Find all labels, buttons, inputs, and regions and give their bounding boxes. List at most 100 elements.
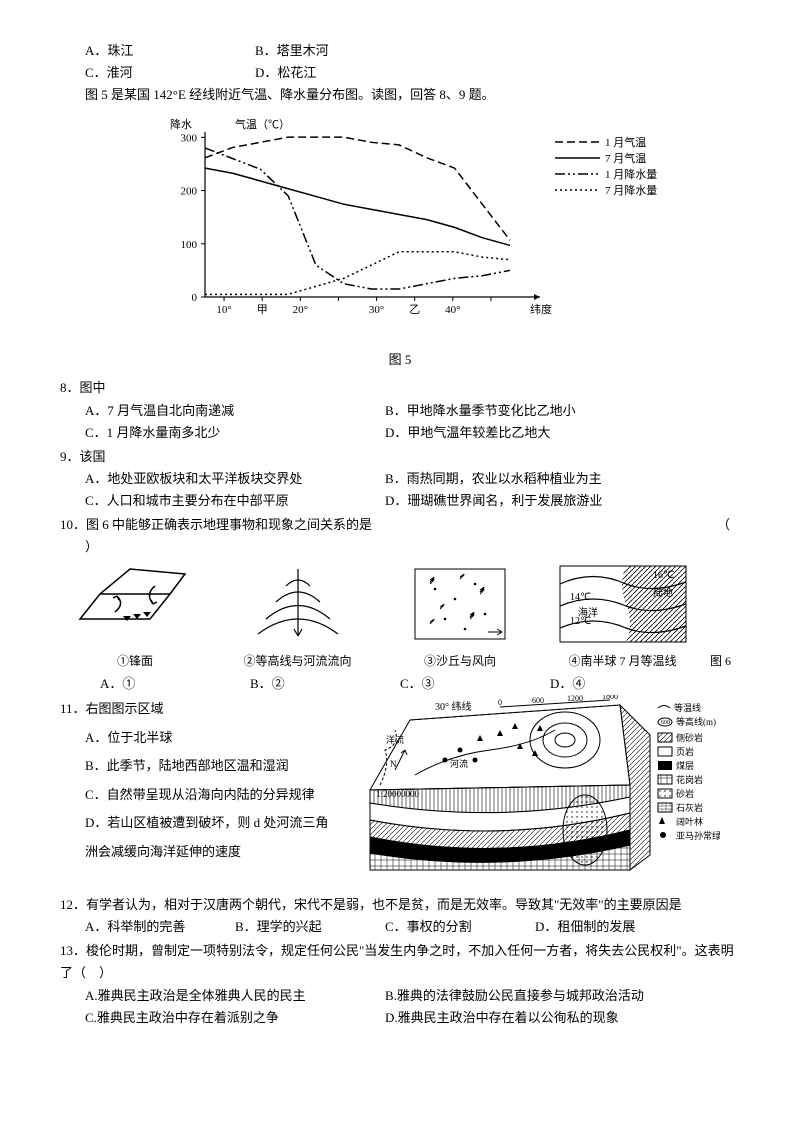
top-options-row-1: A．珠江 B．塔里木河	[85, 40, 740, 62]
chart5-caption: 图 5	[60, 349, 740, 371]
svg-text:30° 纬线: 30° 纬线	[435, 700, 472, 713]
q11-c: C．自然带呈现从沿海向内陆的分异规律	[85, 781, 360, 810]
q9-d: D．珊瑚礁世界闻名，利于发展旅游业	[385, 490, 665, 512]
svg-text:1800: 1800	[602, 695, 618, 701]
svg-text:降水: 降水	[170, 117, 192, 131]
svg-text:砂岩: 砂岩	[676, 788, 694, 799]
q10-a: A．①	[100, 673, 230, 695]
q11-b: B．此季节，陆地西部地区温和湿润	[85, 752, 360, 781]
q10-paren-close: ）	[85, 536, 740, 558]
svg-text:乙: 乙	[409, 303, 420, 316]
svg-text:气温（℃）: 气温（℃）	[235, 117, 290, 131]
q13-a: A.雅典民主政治是全体雅典人民的民主	[85, 985, 365, 1007]
svg-text:洋流: 洋流	[386, 734, 404, 745]
svg-text:200: 200	[181, 186, 198, 198]
svg-text:纬度: 纬度	[530, 302, 552, 316]
q9-options: A．地处亚欧板块和太平洋板块交界处 B．雨热同期，农业以水稻种植业为主	[85, 468, 740, 490]
svg-text:14℃: 14℃	[570, 592, 591, 603]
q10-stem: 10．图 6 中能够正确表示地理事物和现象之间关系的是 （	[60, 514, 740, 536]
q12-c: C．事权的分割	[385, 916, 515, 938]
opt-c: C．淮河	[85, 62, 215, 84]
svg-text:1:20000000: 1:20000000	[376, 789, 420, 799]
svg-text:等高线(m): 等高线(m)	[676, 716, 716, 727]
q12-stem: 12．有学者认为，相对于汉唐两个朝代，宋代不是弱，也不是贫，而是无效率。导致其"…	[60, 894, 740, 916]
q12-a: A．科举制的完善	[85, 916, 215, 938]
q13-options-1: A.雅典民主政治是全体雅典人民的民主 B.雅典的法律鼓励公民直接参与城邦政治活动	[85, 985, 740, 1007]
svg-text:花岗岩: 花岗岩	[676, 774, 703, 785]
q10-d: D．④	[550, 673, 680, 695]
svg-text:河流: 河流	[450, 758, 468, 769]
svg-text:7 月气温: 7 月气温	[605, 151, 646, 165]
q10-stem-text: 10．图 6 中能够正确表示地理事物和现象之间关系的是	[60, 517, 372, 532]
svg-text:0: 0	[498, 698, 502, 707]
q9-c: C．人口和城市主要分布在中部平原	[85, 490, 365, 512]
q12-b: B．理学的兴起	[235, 916, 365, 938]
svg-text:陆地: 陆地	[653, 586, 673, 599]
q8-c: C．1 月降水量南多北少	[85, 422, 365, 444]
q10-diagrams: ①锋面 ②等高线与河流流向	[60, 564, 740, 671]
svg-text:100: 100	[181, 239, 198, 251]
q9-a: A．地处亚欧板块和太平洋板块交界处	[85, 468, 365, 490]
svg-text:1200: 1200	[567, 695, 583, 703]
q12-d: D．租佃制的发展	[535, 916, 665, 938]
svg-text:40°: 40°	[445, 304, 460, 316]
svg-text:海洋: 海洋	[578, 606, 598, 619]
q13-b: B.雅典的法律鼓励公民直接参与城邦政治活动	[385, 985, 665, 1007]
q13-d: D.雅典民主政治中存在着以公徇私的现象	[385, 1007, 665, 1029]
q8-options: A．7 月气温自北向南递减 B．甲地降水量季节变化比乙地小	[85, 400, 740, 422]
svg-text:600: 600	[532, 696, 544, 705]
svg-text:N: N	[390, 759, 397, 769]
svg-text:300: 300	[181, 133, 198, 145]
opt-a: A．珠江	[85, 40, 215, 62]
q11-block: 11．右图图示区域 A．位于北半球 B．此季节，陆地西部地区温和湿润 C．自然带…	[60, 695, 740, 892]
opt-d: D．松花江	[255, 62, 385, 84]
intro-figure5: 图 5 是某国 142°E 经线附近气温、降水量分布图。读图，回答 8、9 题。	[85, 84, 740, 106]
svg-text:亚马孙常绿林: 亚马孙常绿林	[676, 830, 720, 841]
svg-text:1 月降水量: 1 月降水量	[605, 167, 657, 181]
q8-d: D．甲地气温年较差比乙地大	[385, 422, 665, 444]
q8-a: A．7 月气温自北向南递减	[85, 400, 365, 422]
q10-c: C．③	[400, 673, 530, 695]
q12-options: A．科举制的完善 B．理学的兴起 C．事权的分割 D．租佃制的发展	[85, 916, 740, 938]
q13-stem: 13．梭伦时期，曾制定一项特别法令，规定任何公民"当发生内争之时，不加入任何一方…	[60, 940, 740, 984]
diag-4: 16℃ 14℃ 12℃ 陆地 海洋 ④南半球 7 月等温线	[548, 564, 698, 671]
q13-options-2: C.雅典民主政治中存在着派别之争 D.雅典民主政治中存在着以公徇私的现象	[85, 1007, 740, 1029]
diag-2: ②等高线与河流流向	[223, 564, 373, 671]
q9-b: B．雨热同期，农业以水稻种植业为主	[385, 468, 665, 490]
svg-text:0: 0	[192, 292, 198, 304]
q11-map: 30° 纬线 1:20000000 洋流 河流 N 0 600 1200 180…	[360, 695, 740, 892]
svg-text:石灰岩: 石灰岩	[676, 802, 703, 813]
fig6-label: 图 6	[710, 651, 740, 671]
diag2-label: ②等高线与河流流向	[223, 651, 373, 671]
svg-text:20°: 20°	[293, 304, 308, 316]
q10-b: B．②	[250, 673, 380, 695]
q8-b: B．甲地降水量季节变化比乙地小	[385, 400, 665, 422]
diag-3: ③沙丘与风向	[385, 564, 535, 671]
diag-1: ①锋面	[60, 564, 210, 671]
q10-options: A．① B．② C．③ D．④	[100, 673, 740, 695]
diag1-label: ①锋面	[60, 651, 210, 671]
svg-text:1 月气温: 1 月气温	[605, 135, 646, 149]
q11-stem: 11．右图图示区域	[60, 695, 360, 724]
q11-d: D．若山区植被遭到破坏，则 d 处河流三角	[85, 809, 360, 838]
chart-figure5: 0 100 200 300 降水 气温（℃） 10° 甲 20° 30° 乙 40° 纬度 1 月气温 7 …	[60, 112, 740, 371]
q11-a: A．位于北半球	[85, 724, 360, 753]
q9-stem: 9．该国	[60, 446, 740, 468]
opt-b: B．塔里木河	[255, 40, 385, 62]
svg-text:30°: 30°	[369, 304, 384, 316]
svg-text:甲: 甲	[257, 304, 268, 316]
svg-text:侧砂岩: 侧砂岩	[676, 732, 703, 743]
q10-paren-open: （	[717, 514, 730, 536]
svg-text:等温线: 等温线	[674, 702, 701, 713]
svg-text:16℃: 16℃	[653, 570, 674, 581]
svg-text:煤层: 煤层	[676, 760, 694, 771]
svg-text:10°: 10°	[216, 304, 231, 316]
diag3-label: ③沙丘与风向	[385, 651, 535, 671]
q8-stem: 8．图中	[60, 377, 740, 399]
svg-text:7 月降水量: 7 月降水量	[605, 183, 657, 197]
svg-text:页岩: 页岩	[676, 746, 694, 757]
q13-c: C.雅典民主政治中存在着派别之争	[85, 1007, 365, 1029]
svg-text:600: 600	[661, 720, 670, 726]
q11-d2: 洲会减缓向海洋延伸的速度	[85, 838, 360, 867]
diag4-label: ④南半球 7 月等温线	[548, 651, 698, 671]
